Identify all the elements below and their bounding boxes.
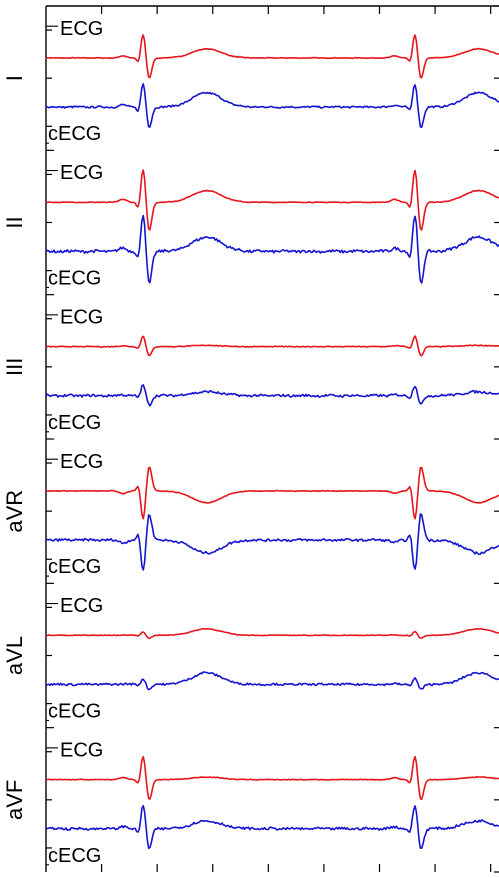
lead-name-label: aVL bbox=[2, 636, 27, 675]
cecg-label: cECG bbox=[48, 412, 101, 434]
lead-name-label: I bbox=[2, 75, 27, 81]
ecg-label: ECG bbox=[60, 740, 103, 762]
cecg-trace-ii bbox=[45, 214, 499, 284]
ecg-trace-iii bbox=[45, 335, 499, 357]
lead-name-label: aVR bbox=[2, 490, 27, 533]
lead-panel-avf: ECG cECG aVF bbox=[2, 727, 499, 867]
axes bbox=[45, 5, 499, 873]
ecg-label: ECG bbox=[60, 307, 103, 329]
cecg-label: cECG bbox=[48, 268, 101, 290]
ecg-trace-avr bbox=[45, 466, 499, 520]
cecg-label: cECG bbox=[48, 701, 101, 723]
ecg-label: ECG bbox=[60, 162, 103, 184]
cecg-label: cECG bbox=[48, 845, 101, 867]
cecg-label: cECG bbox=[48, 123, 101, 145]
ecg-label: ECG bbox=[60, 595, 103, 617]
ecg-trace-avf bbox=[45, 755, 499, 801]
cecg-trace-avr bbox=[45, 513, 499, 571]
cecg-label: cECG bbox=[48, 556, 101, 578]
lead-name-label: II bbox=[2, 216, 27, 228]
ecg-trace-avl bbox=[45, 627, 499, 640]
lead-panel-avr: ECG cECG aVR bbox=[2, 438, 499, 578]
lead-name-label: aVF bbox=[2, 780, 27, 820]
cecg-trace-iii bbox=[45, 384, 499, 407]
ecg-label: ECG bbox=[60, 18, 103, 40]
lead-panels: ECGcECGIECGcECGIIECGcECGIIIECGcECGaVRECG… bbox=[2, 18, 499, 867]
ecg-trace-i bbox=[45, 34, 499, 79]
cecg-trace-avf bbox=[45, 805, 499, 849]
lead-name-label: III bbox=[2, 358, 27, 376]
lead-panel-i: ECG cECG I bbox=[2, 18, 499, 145]
lead-panel-ii: ECG cECG II bbox=[2, 149, 499, 290]
lead-panel-iii: ECG cECG III bbox=[2, 294, 499, 434]
lead-panel-avl: ECG cECG aVL bbox=[2, 582, 499, 723]
cecg-trace-avl bbox=[45, 671, 499, 691]
cecg-trace-i bbox=[45, 83, 499, 128]
ecg-trace-ii bbox=[45, 169, 499, 231]
ecg-label: ECG bbox=[60, 451, 103, 473]
